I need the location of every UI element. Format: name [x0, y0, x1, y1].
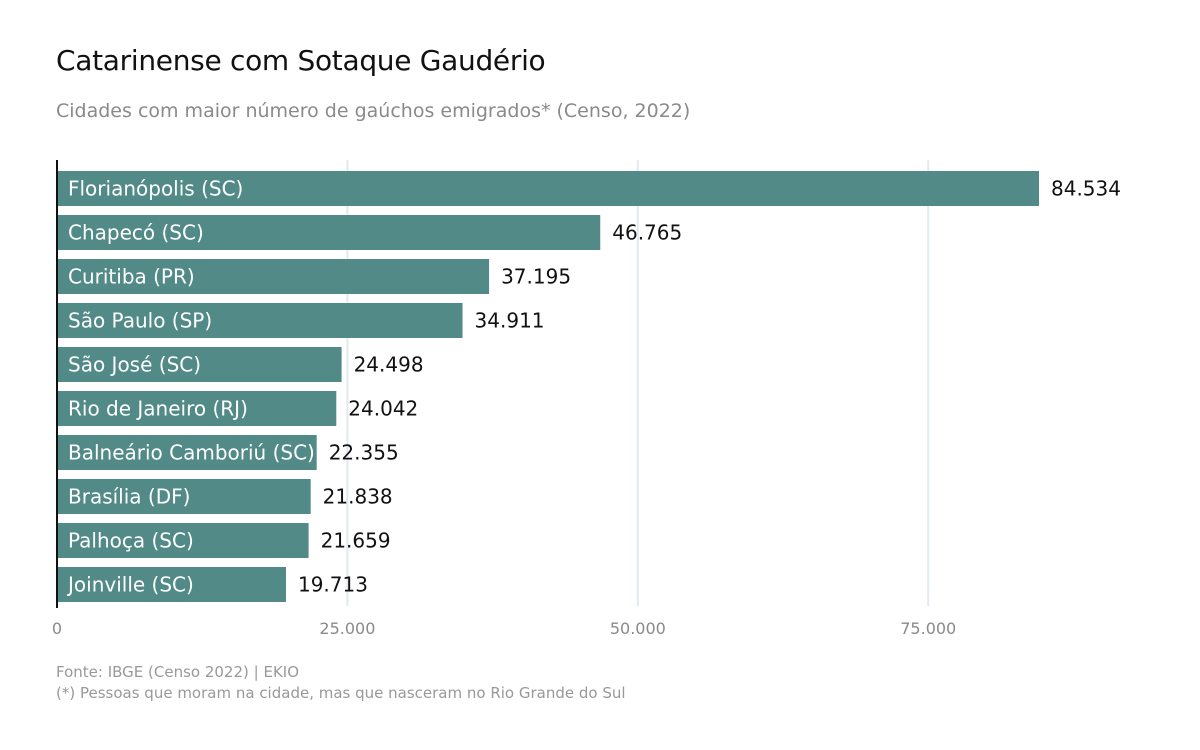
x-tick-label: 0	[52, 619, 62, 638]
bar-value-label: 24.498	[354, 353, 424, 377]
x-tick-label: 75.000	[900, 619, 956, 638]
bar	[58, 259, 490, 294]
bar	[58, 567, 286, 602]
bar-category-label: Rio de Janeiro (RJ)	[68, 397, 248, 421]
bar	[58, 347, 342, 382]
chart-caption: Fonte: IBGE (Censo 2022) | EKIO (*) Pess…	[56, 662, 626, 704]
bar-category-label: Chapecó (SC)	[68, 221, 204, 245]
bar	[58, 523, 309, 558]
chart-title: Catarinense com Sotaque Gaudério	[56, 44, 546, 77]
caption-source: Fonte: IBGE (Censo 2022) | EKIO	[56, 663, 300, 681]
bar-value-label: 37.195	[501, 265, 571, 289]
bar	[58, 391, 337, 426]
bar-value-label: 19.713	[298, 573, 368, 597]
bar	[58, 171, 1039, 206]
bar-value-label: 22.355	[329, 441, 399, 465]
bar	[58, 435, 317, 470]
bar-value-label: 24.042	[348, 397, 418, 421]
bar-category-label: Joinville (SC)	[66, 573, 194, 597]
bar-value-label: 21.838	[323, 485, 393, 509]
bar-value-label: 34.911	[475, 309, 545, 333]
bar-chart: Florianópolis (SC) 84.534 Chapecó (SC) 46.7…	[52, 160, 1121, 638]
x-tick-label: 50.000	[610, 619, 666, 638]
bar-value-label: 21.659	[321, 529, 391, 553]
bar-category-label: Brasília (DF)	[68, 485, 190, 509]
bar	[58, 215, 601, 250]
bar-category-label: Balneário Camboriú (SC)	[68, 441, 315, 465]
bar-category-label: São Paulo (SP)	[68, 309, 212, 333]
bar-value-label: 84.534	[1051, 177, 1121, 201]
bar-value-label: 46.765	[612, 221, 682, 245]
bar	[58, 303, 463, 338]
bar-category-label: São José (SC)	[68, 353, 201, 377]
bar-category-label: Palhoça (SC)	[68, 529, 194, 553]
bar	[58, 479, 311, 514]
x-tick-label: 25.000	[319, 619, 375, 638]
bar-category-label: Florianópolis (SC)	[68, 177, 243, 201]
chart-subtitle: Cidades com maior número de gaúchos emig…	[56, 100, 691, 122]
caption-note: (*) Pessoas que moram na cidade, mas que…	[56, 684, 626, 702]
bar-category-label: Curitiba (PR)	[68, 265, 195, 289]
